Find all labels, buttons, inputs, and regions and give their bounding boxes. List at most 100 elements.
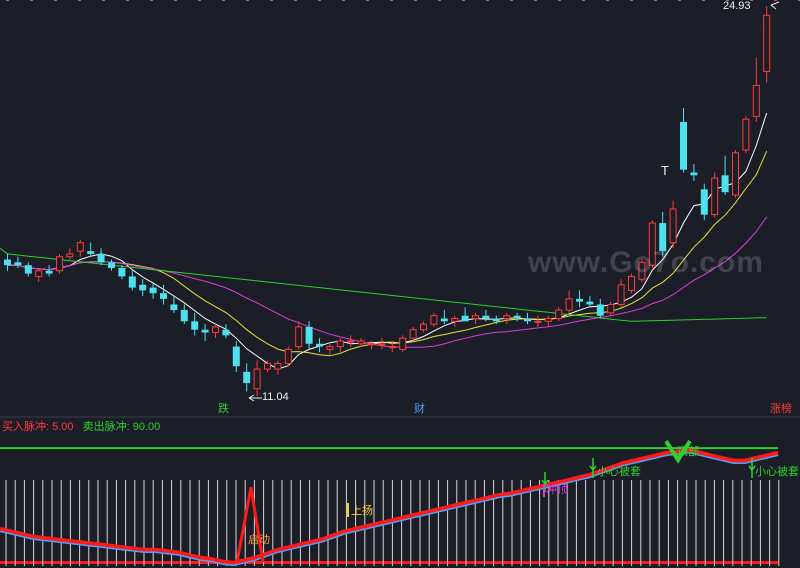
candle-body — [222, 329, 230, 336]
candle-body — [461, 315, 469, 322]
candle — [472, 312, 479, 325]
candle — [378, 338, 386, 350]
candle-body — [76, 242, 84, 252]
ma10-line — [7, 150, 768, 357]
candle-body — [149, 287, 157, 294]
candle — [628, 273, 635, 294]
price-high-label: 24.93 — [723, 0, 751, 12]
indicator-main-line — [0, 448, 779, 566]
candle — [680, 107, 687, 173]
candle — [4, 253, 11, 271]
candle — [576, 290, 583, 308]
candle — [638, 259, 646, 283]
candle — [139, 279, 147, 297]
candle — [430, 312, 438, 327]
candle — [326, 343, 334, 356]
candle — [97, 248, 105, 266]
indicator-panel — [0, 447, 778, 564]
high-arrow — [770, 1, 780, 10]
candle — [180, 304, 188, 325]
candle-body — [139, 284, 147, 291]
candle — [170, 296, 178, 313]
t-marker: T — [661, 163, 669, 178]
candle — [274, 360, 282, 375]
candle-body — [409, 329, 417, 339]
candle-body — [284, 348, 292, 364]
candle-body — [524, 318, 531, 322]
moving-average-lines — [0, 112, 768, 370]
candle — [732, 150, 739, 198]
watermark: www.Go7o.com — [528, 246, 764, 279]
signal-shangyang: 上扬 — [351, 505, 373, 517]
candle-body — [586, 301, 594, 305]
candle-body — [711, 177, 719, 216]
candle — [222, 324, 230, 339]
candle-body — [108, 262, 115, 268]
qidong-spike — [235, 487, 265, 563]
candle-body — [56, 256, 63, 272]
signal-chongding: 冲顶 — [546, 484, 568, 496]
candle — [66, 248, 74, 260]
top-v-marker — [664, 439, 692, 464]
candle — [524, 312, 531, 325]
candle — [212, 324, 219, 339]
candle-body — [191, 321, 199, 330]
candle — [160, 284, 167, 305]
candle — [201, 324, 209, 341]
candle — [253, 360, 261, 396]
indicator-header: 买入脉冲: 5.00 卖出脉冲: 90.00 — [2, 418, 160, 434]
candle — [596, 298, 604, 319]
candle-body — [576, 298, 583, 302]
candle-body — [617, 284, 625, 305]
candle-body — [87, 251, 95, 254]
candle-body — [253, 368, 261, 390]
candle — [700, 183, 708, 221]
candle — [232, 340, 240, 372]
candle-body — [513, 315, 521, 319]
low-arrow — [248, 394, 262, 402]
candle — [440, 310, 448, 325]
arrow-head — [589, 465, 597, 472]
candle — [420, 321, 427, 333]
candle-body — [555, 309, 563, 320]
candle — [534, 315, 542, 327]
candle-body — [232, 346, 240, 367]
candle — [87, 242, 95, 257]
candle-body — [565, 298, 573, 311]
candle-body — [638, 261, 646, 280]
candle — [118, 265, 126, 280]
candle — [45, 265, 53, 277]
candle — [368, 340, 375, 350]
candle — [35, 267, 43, 283]
candle-body — [170, 304, 178, 311]
candle-body — [430, 315, 438, 325]
candle — [316, 338, 323, 353]
shangyang-bar — [347, 503, 349, 517]
candle — [409, 326, 417, 341]
candle-body — [752, 84, 760, 117]
candle-body — [721, 175, 729, 193]
candle-body — [690, 172, 698, 176]
candle — [763, 6, 771, 83]
candle-body — [503, 315, 511, 320]
candle — [752, 57, 760, 122]
candle — [305, 321, 313, 350]
candle-body — [378, 343, 386, 346]
candle — [648, 220, 656, 268]
candle-body — [388, 346, 396, 349]
candle — [243, 363, 251, 392]
candle-body — [347, 340, 355, 343]
candle — [742, 116, 750, 153]
candle — [544, 315, 552, 327]
candle — [399, 335, 407, 353]
candlesticks — [4, 1, 780, 402]
candle — [617, 279, 625, 308]
candle — [461, 307, 469, 322]
candle-body — [66, 253, 74, 258]
candle — [482, 310, 490, 322]
chongding-bar — [543, 484, 545, 497]
indicator-lines — [0, 448, 779, 567]
candle — [659, 211, 667, 257]
candle-body — [243, 371, 251, 384]
